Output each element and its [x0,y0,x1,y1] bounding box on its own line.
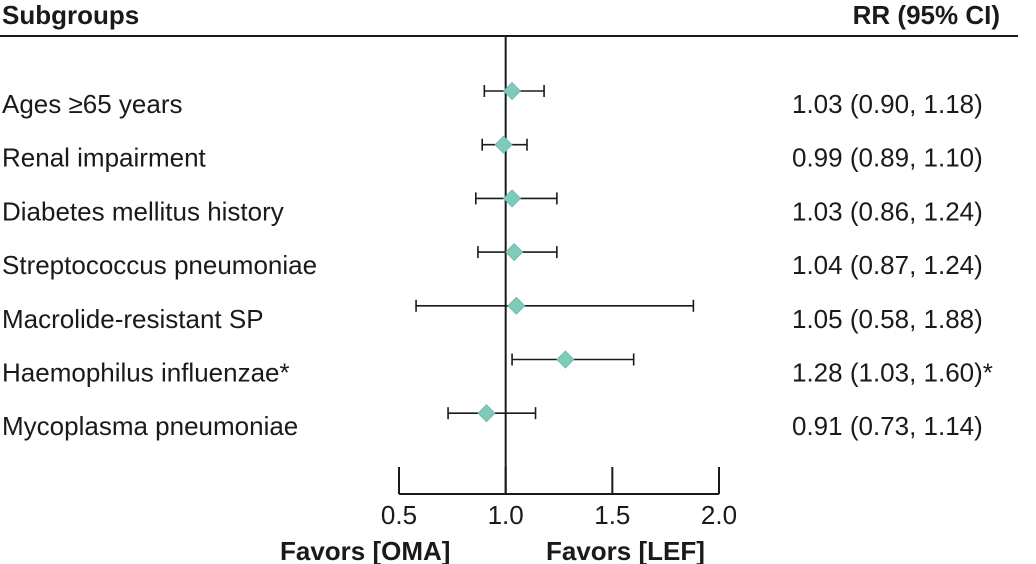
rr-point-marker [503,81,522,101]
subgroup-label: Mycoplasma pneumoniae [2,411,298,441]
rr-point-marker [507,296,526,315]
forest-row: Ages ≥65 years 1.03 (0.90, 1.18) [2,81,983,119]
x-tick-label: 2.0 [701,500,737,530]
rr-ci-text: 1.03 (0.90, 1.18) [792,89,983,119]
rr-ci-text: 0.99 (0.89, 1.10) [792,143,983,173]
rr-point-marker [494,135,513,154]
x-tick-label: 1.5 [594,500,630,530]
rr-ci-text: 0.91 (0.73, 1.14) [792,411,983,441]
subgroup-label: Renal impairment [2,143,207,173]
forest-row: Mycoplasma pneumoniae 0.91 (0.73, 1.14) [2,404,983,441]
rows-layer: Ages ≥65 years 1.03 (0.90, 1.18) Renal imp… [2,36,993,494]
subgroup-label: Ages ≥65 years [2,89,182,119]
subgroup-label: Macrolide-resistant SP [2,304,264,334]
forest-row: Macrolide-resistant SP 1.05 (0.58, 1.88) [2,296,983,334]
subgroup-label: Streptococcus pneumoniae [2,250,317,280]
header-rr-ci: RR (95% CI) [853,0,1000,30]
rr-ci-text: 1.05 (0.58, 1.88) [792,304,983,334]
rr-ci-text: 1.03 (0.86, 1.24) [792,196,983,226]
favors-right-label: Favors [LEF] [546,536,705,564]
rr-point-marker [477,404,496,423]
x-axis: 0.5 1.0 1.5 2.0 [381,467,737,530]
rr-point-marker [556,350,575,369]
header-subgroups: Subgroups [2,0,139,30]
x-tick-label: 1.0 [488,500,524,530]
forest-row: Streptococcus pneumoniae 1.04 (0.87, 1.24… [2,243,983,280]
forest-row: Diabetes mellitus history 1.03 (0.86, 1.2… [2,189,983,226]
rr-point-marker [505,243,524,262]
subgroup-label: Diabetes mellitus history [2,196,284,226]
forest-row: Renal impairment 0.99 (0.89, 1.10) [2,135,983,173]
rr-point-marker [503,189,522,208]
subgroup-label: Haemophilus influenzae* [2,358,290,388]
rr-ci-text: 1.28 (1.03, 1.60)* [792,358,993,388]
rr-ci-text: 1.04 (0.87, 1.24) [792,250,983,280]
x-tick-label: 0.5 [381,500,417,530]
favors-left-label: Favors [OMA] [280,536,450,564]
forest-row: Haemophilus influenzae* 1.28 (1.03, 1.60)… [2,350,993,388]
